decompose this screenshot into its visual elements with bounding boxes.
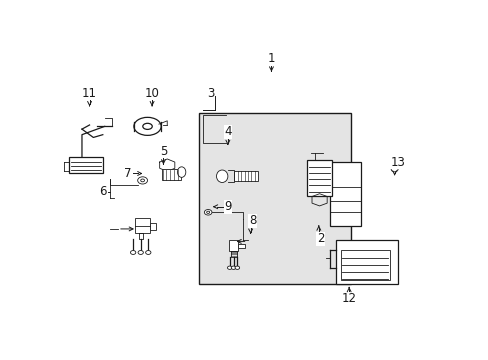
Ellipse shape	[216, 170, 227, 183]
Circle shape	[145, 251, 151, 255]
Text: 2: 2	[316, 232, 324, 245]
Circle shape	[204, 210, 211, 215]
Circle shape	[235, 266, 239, 269]
Bar	[135, 218, 150, 233]
Circle shape	[390, 167, 397, 172]
Bar	[228, 240, 238, 251]
Bar	[307, 159, 331, 195]
Circle shape	[130, 251, 136, 255]
Bar	[329, 162, 360, 226]
Text: 5: 5	[160, 145, 167, 158]
Circle shape	[141, 179, 144, 182]
Bar	[161, 169, 181, 180]
Text: 10: 10	[144, 87, 159, 100]
Bar	[150, 223, 156, 230]
Bar	[335, 240, 398, 284]
Circle shape	[231, 266, 235, 269]
Circle shape	[206, 211, 209, 213]
Circle shape	[138, 177, 147, 184]
Bar	[340, 250, 389, 280]
Ellipse shape	[134, 117, 161, 135]
Text: 8: 8	[248, 214, 256, 227]
Ellipse shape	[142, 123, 152, 129]
Text: 3: 3	[207, 87, 214, 100]
Bar	[238, 244, 244, 248]
Circle shape	[227, 266, 232, 269]
Bar	[233, 171, 258, 181]
Text: 13: 13	[390, 156, 405, 169]
Ellipse shape	[177, 167, 185, 177]
Text: 7: 7	[123, 167, 131, 180]
Text: 4: 4	[224, 125, 231, 138]
Text: 12: 12	[341, 292, 356, 305]
Text: 9: 9	[224, 200, 231, 213]
Bar	[68, 157, 102, 174]
Text: 6: 6	[99, 185, 106, 198]
Text: 1: 1	[267, 52, 275, 65]
Bar	[199, 112, 350, 284]
Circle shape	[138, 251, 143, 255]
Text: 11: 11	[82, 87, 97, 100]
